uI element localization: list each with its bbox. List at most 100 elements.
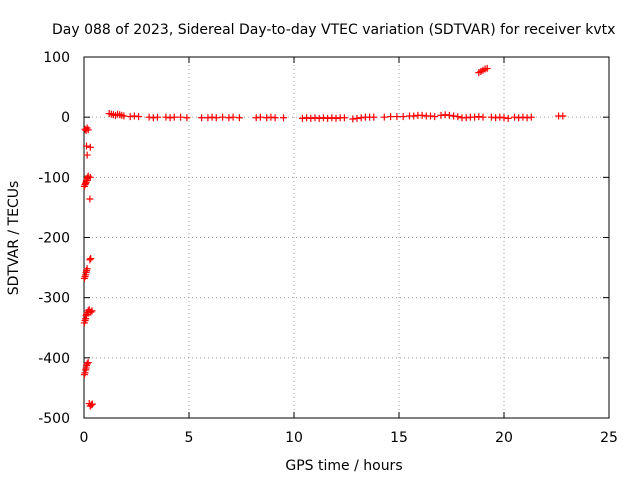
data-point [83, 151, 91, 159]
data-point [252, 114, 260, 122]
data-point [225, 114, 233, 122]
data-point [357, 114, 365, 122]
plot-frame [83, 56, 610, 419]
data-point [311, 114, 319, 122]
chart-title: Day 088 of 2023, Sidereal Day-to-day VTE… [52, 22, 615, 38]
data-point [81, 369, 89, 377]
data-point [370, 113, 378, 121]
data-point [204, 114, 212, 122]
data-point [315, 114, 323, 122]
data-point [130, 112, 138, 120]
data-point [387, 113, 395, 121]
data-point [393, 113, 401, 121]
grid-lines [84, 57, 609, 418]
data-point [198, 114, 206, 122]
data-point [208, 113, 216, 121]
data-point [519, 113, 527, 121]
data-point [515, 114, 523, 122]
data-point [87, 401, 95, 409]
data-point [86, 173, 94, 181]
data-point [149, 114, 157, 122]
data-point [88, 307, 96, 315]
data-point [177, 113, 185, 121]
data-point [445, 111, 453, 119]
data-point [271, 114, 279, 122]
data-point [527, 113, 535, 121]
data-point [479, 113, 487, 121]
data-point [523, 114, 531, 122]
data-point [418, 111, 426, 119]
x-tick-label: 10 [285, 430, 303, 446]
data-point [511, 113, 518, 121]
data-point [219, 113, 227, 121]
data-point [87, 255, 95, 263]
data-point [500, 114, 508, 122]
data-point [154, 113, 161, 121]
data-point [183, 114, 191, 122]
data-point [410, 112, 418, 120]
data-point [135, 113, 143, 121]
data-point [487, 113, 495, 121]
x-tick-label: 0 [80, 430, 89, 446]
data-point [267, 113, 275, 121]
y-tick-label: -100 [38, 170, 70, 186]
data-point [328, 114, 336, 122]
data-point [340, 114, 348, 122]
data-point [88, 400, 96, 408]
data-point [235, 114, 243, 122]
data-point [145, 113, 153, 121]
data-point [319, 114, 327, 122]
data-point [86, 256, 94, 264]
data-point [126, 113, 134, 121]
data-point [427, 112, 434, 120]
axis-ticks: 0 5 10 15 20 25 -500 -400 -300 -200 -100 0 100 [38, 50, 618, 446]
data-point [303, 114, 311, 122]
data-point [462, 114, 470, 122]
data-point [332, 114, 340, 122]
data-point [280, 114, 287, 122]
data-point [80, 371, 88, 379]
data-point [120, 112, 128, 120]
data-point [496, 113, 504, 121]
y-tick-label: -500 [38, 411, 70, 427]
data-point [229, 113, 237, 121]
data-point [399, 113, 407, 121]
data-point [81, 273, 89, 281]
data-point [166, 114, 174, 122]
data-point [86, 143, 94, 151]
data-point [80, 274, 88, 282]
data-point [83, 360, 91, 368]
data-point [83, 265, 91, 273]
data-point [298, 114, 306, 122]
data-point [170, 113, 178, 121]
x-tick-label: 5 [185, 430, 194, 446]
y-tick-label: -300 [38, 291, 70, 307]
data-point [437, 111, 445, 119]
y-tick-label: 100 [43, 50, 70, 66]
y-tick-label: -400 [38, 351, 70, 367]
data-point [380, 113, 388, 121]
x-tick-label: 15 [390, 430, 408, 446]
data-points [80, 64, 567, 410]
data-point [87, 308, 95, 316]
data-point [559, 112, 567, 120]
data-point [353, 114, 361, 122]
data-point [441, 111, 449, 119]
data-point [454, 113, 462, 121]
data-point [84, 359, 92, 367]
data-point [83, 142, 91, 150]
data-point [483, 64, 491, 72]
data-point [475, 113, 483, 121]
y-tick-label: -200 [38, 231, 70, 247]
y-axis-label: SDTVAR / TECUs [6, 181, 22, 296]
data-point [349, 115, 357, 123]
data-point [86, 195, 94, 203]
data-point [84, 126, 92, 134]
data-point [256, 113, 264, 121]
data-point [307, 114, 315, 122]
x-tick-label: 20 [495, 430, 513, 446]
y-tick-label: 0 [61, 110, 70, 126]
data-point [492, 114, 500, 122]
x-tick-label: 25 [600, 430, 618, 446]
